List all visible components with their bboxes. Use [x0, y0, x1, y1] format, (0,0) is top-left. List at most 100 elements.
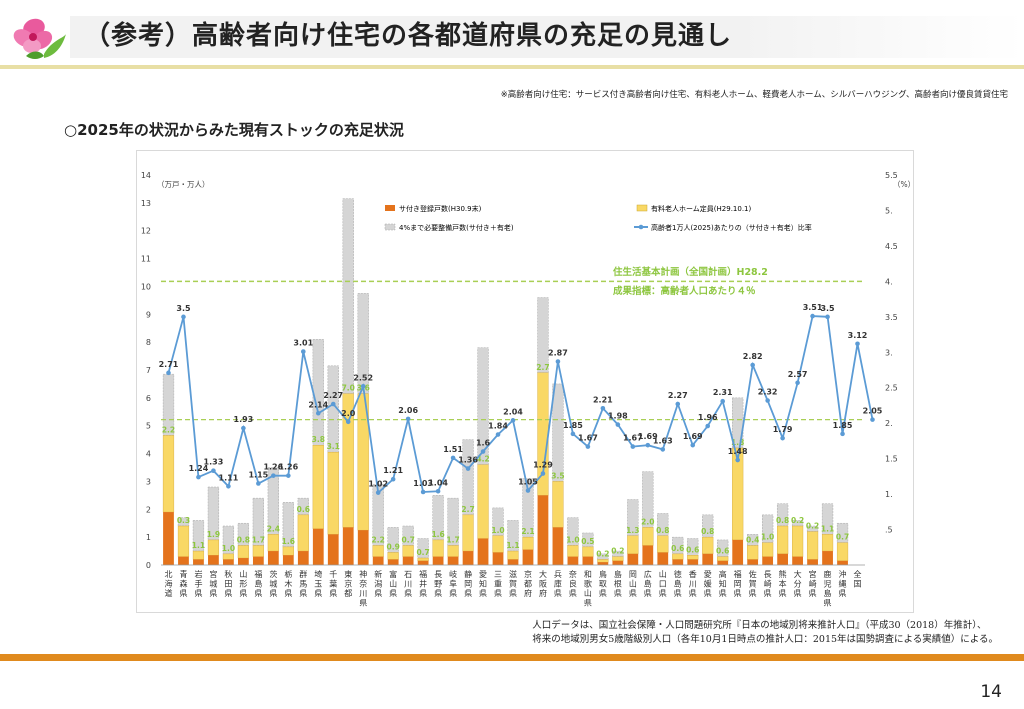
ratio-point [375, 490, 381, 495]
chart-frame: 2.20.31.11.91.00.81.72.41.60.63.83.17.03… [136, 150, 914, 613]
bar-yuryo [806, 531, 819, 560]
bar-yuryo [297, 514, 309, 552]
need-value-label: 1.6 [282, 537, 295, 546]
need-value-label: 1.0 [222, 544, 235, 553]
ratio-point [360, 384, 366, 389]
need-value-label: 2.2 [162, 425, 175, 434]
need-value-label: 1.1 [506, 541, 519, 550]
prefecture-label: 東京都 [344, 569, 352, 598]
ratio-point [525, 488, 531, 493]
ratio-point [271, 473, 276, 478]
bar-sakou [327, 534, 339, 565]
bar-yuryo [612, 556, 624, 562]
need-value-label: 0.4 [746, 536, 759, 545]
ratio-point [615, 422, 621, 427]
need-value-label: 2.2 [372, 536, 385, 545]
ratio-value-label: 1.96 [698, 413, 718, 422]
bar-sakou [208, 555, 219, 565]
ratio-value-label: 1.69 [638, 432, 658, 441]
ratio-point [256, 481, 261, 486]
bar-sakou [717, 560, 729, 565]
legend-label-yuryo: 有料老人ホーム定員(H29.10.1) [651, 204, 752, 213]
bar-yuryo [642, 527, 654, 546]
prefecture-label: 長崎県 [764, 570, 772, 598]
ratio-value-label: 1.67 [578, 434, 598, 443]
prefecture-label: 愛媛県 [704, 569, 712, 598]
ratio-point [420, 489, 426, 495]
bar-sakou [702, 553, 714, 565]
ratio-series [166, 313, 875, 495]
bar-yuryo [567, 545, 579, 557]
right-axis-unit: （%） [893, 180, 913, 189]
bar-sakou [282, 555, 294, 565]
legend-label-sakou: サ付き登録戸数(H30.9末) [399, 204, 482, 213]
flower-petals [13, 18, 53, 53]
bar-yuryo [552, 481, 564, 528]
ratio-point [465, 466, 471, 471]
ratio-line [167, 315, 874, 495]
axes: 01234567891011121314（万戸・万人）.51.1.52.2.53… [141, 171, 913, 570]
ratio-value-label: 2.27 [668, 391, 688, 400]
bar-need [717, 539, 729, 557]
prefecture-label: 京都府 [524, 569, 532, 598]
prefecture-label: 群馬県 [299, 569, 307, 598]
left-axis-tick-label: 4 [146, 450, 151, 459]
left-axis-tick-label: 7 [146, 366, 151, 375]
need-value-label: 0.6 [686, 545, 699, 554]
ratio-value-label: 2.52 [353, 373, 373, 382]
legend-label-need: 4%まで必要整備戸数(サ付き＋有老) [399, 223, 514, 232]
bar-sakou [432, 556, 444, 565]
bar-need [222, 525, 235, 555]
bar-need [342, 198, 354, 394]
prefecture-label: 新潟県 [374, 569, 382, 598]
prefecture-label: 富山県 [389, 569, 397, 598]
need-value-label: 2.1 [521, 527, 534, 536]
source-line-1: 人口データは、国立社会保障・人口問題研究所『日本の地域別将来推計人口』（平成30… [532, 620, 987, 631]
bar-yuryo [432, 539, 444, 557]
ratio-value-label: 2.04 [503, 407, 523, 416]
prefecture-label: 岩手県 [194, 569, 202, 598]
prefecture-label: 島根県 [614, 569, 622, 598]
azalea-flower-logo [13, 18, 66, 59]
ratio-point [645, 442, 651, 448]
bar-yuryo [672, 553, 684, 560]
ratio-point [166, 370, 171, 376]
left-axis-tick-label: 2 [146, 505, 151, 514]
need-value-label: 2.4 [267, 524, 280, 533]
header: （参考）高齢者向け住宅の各都道府県の充足の見通し [0, 0, 1024, 78]
prefecture-label: 福島県 [254, 570, 262, 598]
prefecture-label: 滋賀県 [509, 569, 517, 598]
left-axis-tick-label: 11 [141, 255, 151, 264]
bar-sakou [462, 551, 474, 565]
ratio-value-label: 1.26 [263, 463, 283, 472]
bar-yuryo [747, 545, 759, 560]
bar-sakou [657, 552, 669, 565]
bar-yuryo [522, 536, 534, 550]
prefecture-label: 山口県 [659, 569, 667, 598]
ratio-value-label: 1.85 [563, 421, 583, 430]
page-number: 14 [980, 682, 1002, 702]
ratio-point [795, 380, 800, 386]
bar-sakou [507, 559, 519, 565]
definition-note: ※高齢者向け住宅：サービス付き高齢者向け住宅、有料老人ホーム、軽費老人ホーム、シ… [500, 90, 1008, 100]
prefecture-label: 全国 [854, 569, 862, 589]
prefecture-label: 青森県 [179, 569, 187, 598]
source-line-2: 将来の地域別男女5歳階級別人口（各年10月1日時点の推計人口：2015年は国勢調… [532, 634, 998, 645]
bar-yuryo [342, 393, 354, 528]
right-axis-tick-label: 1.5 [885, 455, 898, 464]
ratio-point [855, 341, 860, 347]
need-value-label: 0.3 [177, 516, 190, 525]
need-value-label: 0.7 [836, 533, 849, 542]
bar-sakou [672, 559, 684, 565]
bar-need [417, 538, 429, 559]
title-divider [0, 65, 1024, 69]
bar-sakou [762, 556, 774, 565]
prefecture-label: 三重県 [494, 570, 502, 598]
footer-divider [0, 654, 1024, 661]
sakou-bars [163, 495, 848, 565]
ratio-value-label: 1.6 [476, 439, 491, 448]
ratio-point [241, 425, 246, 431]
ratio-value-label: 1.69 [683, 432, 703, 441]
ratio-value-label: 2.71 [159, 360, 179, 369]
ratio-value-label: 2.05 [863, 407, 883, 416]
